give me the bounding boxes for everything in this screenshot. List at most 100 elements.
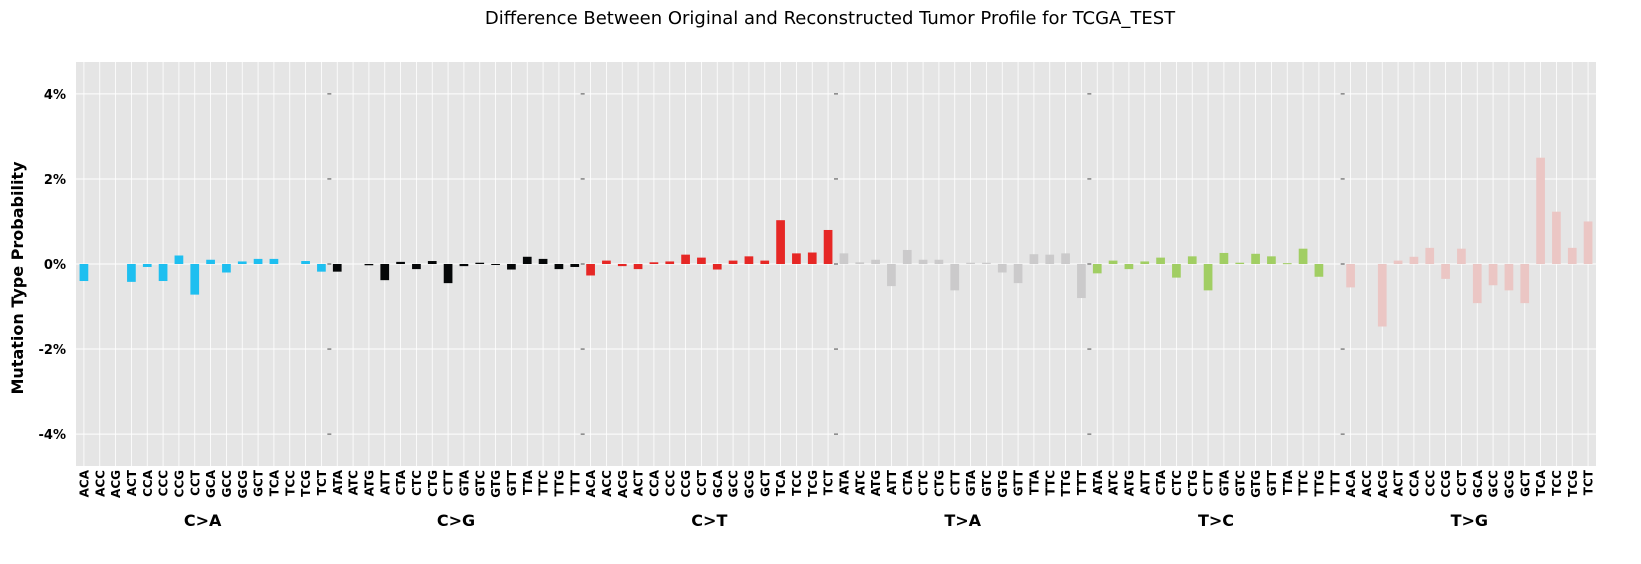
x-tick-label: GCA [1471, 469, 1485, 498]
x-tick-label: TTT [568, 469, 582, 495]
x-tick-label: TTG [1059, 470, 1073, 497]
bar-CtoG-GCA [459, 264, 469, 267]
bar-CtoG-TCG [554, 264, 564, 270]
bar-CtoT-TCC [792, 253, 801, 264]
x-tick-label: TTG [552, 470, 566, 497]
x-tick-label: CCC [157, 470, 171, 497]
x-tick-label: CCT [695, 469, 709, 496]
x-tick-label: GTC [980, 470, 994, 497]
x-tick-label: GCC [727, 470, 741, 498]
x-tick-label: TCA [774, 469, 788, 496]
x-tick-label: TTA [1281, 469, 1295, 495]
x-tick-label: GCT [252, 469, 266, 497]
bar-TtoC-ATT [1140, 261, 1150, 264]
x-tick-label: CCC [1423, 470, 1437, 497]
x-tick-label: TTT [1075, 469, 1089, 495]
x-tick-label: TCG [806, 470, 820, 497]
bar-CtoG-CCA [396, 261, 405, 264]
x-tick-label: ACC [1360, 470, 1374, 497]
x-tick-label: TCC [1550, 470, 1564, 496]
x-tick-label: CTC [1170, 470, 1184, 496]
x-tick-label: ACA [584, 469, 598, 497]
x-tick-label: ATC [853, 470, 867, 496]
x-tick-label: GTA [457, 469, 471, 496]
bar-TtoG-GTA [1472, 264, 1482, 304]
x-tick-label: CTA [394, 469, 408, 495]
bar-CtoT-CCA [649, 262, 659, 264]
bar-CtoG-TCC [538, 258, 548, 264]
bar-TtoC-GTC [1235, 262, 1245, 264]
y-tick-label: -2% [39, 343, 66, 358]
x-tick-label: GTG [996, 470, 1010, 498]
bar-TtoC-CTC [1172, 264, 1181, 278]
bar-TtoG-TTC [1552, 211, 1561, 264]
bar-TtoC-ATG [1124, 264, 1134, 270]
bar-CtoT-TCT [823, 229, 833, 264]
group-label: C>A [184, 511, 222, 530]
bar-CtoG-TCA [522, 256, 532, 264]
x-tick-label: CCA [647, 469, 661, 497]
bar-CtoG-ACG [364, 264, 374, 266]
bar-TtoA-CTT [950, 264, 960, 291]
plot-area: -4%-2%0%2%4%ACA ACC ACG ACT CCA CCC CCG CCT GCA G… [39, 62, 1596, 530]
x-tick-label: TCG [1566, 470, 1580, 497]
bar-CtoG-GCT [507, 264, 516, 270]
x-tick-label: TCT [315, 469, 329, 495]
bar-CtoT-TCG [807, 252, 817, 264]
bar-CtoT-TCA [776, 220, 785, 264]
x-tick-label: ACA [77, 469, 91, 497]
bar-CtoT-ACT [633, 264, 643, 270]
bar-CtoA-TCT [317, 264, 326, 272]
x-tick-label: TTG [1312, 470, 1326, 497]
bar-TtoA-CTC [918, 259, 928, 264]
bar-CtoA-GCT [253, 258, 263, 264]
x-tick-label: TCA [1534, 469, 1548, 496]
bar-CtoA-CCG [174, 255, 184, 264]
bar-TtoG-TTT [1583, 221, 1593, 264]
y-tick-label: 4% [44, 88, 66, 103]
x-tick-label: TTC [1043, 470, 1057, 496]
x-tick-label: GCG [236, 470, 250, 499]
group-label: T>C [1198, 511, 1234, 530]
x-tick-label: TTA [1027, 469, 1041, 495]
bar-TtoG-ATT [1393, 260, 1403, 264]
bar-TtoC-TTC [1298, 248, 1308, 264]
x-tick-label: CCG [679, 470, 693, 497]
bar-TtoG-ATG [1377, 264, 1387, 327]
x-tick-label: GTG [1249, 470, 1263, 498]
x-tick-label: CCA [141, 469, 155, 497]
x-tick-label: CTT [442, 469, 456, 495]
bar-TtoC-CTA [1156, 257, 1165, 264]
x-tick-label: TTC [1297, 470, 1311, 496]
x-tick-label: TCG [299, 470, 313, 497]
bar-TtoC-CTT [1203, 264, 1213, 291]
bar-CtoA-CCA [142, 264, 152, 267]
group-label: C>T [691, 511, 727, 530]
bar-CtoA-CCC [158, 264, 168, 282]
bar-TtoA-ATC [855, 262, 865, 264]
bar-CtoT-CCC [665, 261, 675, 264]
x-tick-label: GCA [711, 469, 725, 498]
bar-CtoT-ACC [602, 260, 611, 264]
x-tick-label: ACG [616, 470, 630, 498]
x-tick-label: ACT [1392, 469, 1406, 496]
bar-TtoG-GTC [1488, 264, 1498, 286]
x-tick-label: ATA [331, 469, 345, 495]
x-tick-label: TCT [1582, 469, 1596, 495]
x-tick-label: GCG [1502, 470, 1516, 499]
x-tick-label: GCT [758, 469, 772, 497]
bar-TtoA-TTG [1061, 253, 1070, 264]
x-tick-label: ATA [837, 469, 851, 495]
bar-TtoC-GTT [1267, 256, 1276, 264]
bar-CtoG-CCG [427, 261, 437, 264]
bar-TtoG-CTA [1409, 256, 1419, 264]
x-tick-label: GTC [1233, 470, 1247, 497]
bar-TtoG-GTG [1504, 264, 1514, 291]
x-tick-label: TTA [521, 469, 535, 495]
bar-CtoT-GCT [760, 260, 770, 264]
x-tick-label: TTC [537, 470, 551, 496]
bar-TtoG-GTT [1520, 264, 1530, 304]
bar-TtoA-TTT [1077, 264, 1086, 299]
